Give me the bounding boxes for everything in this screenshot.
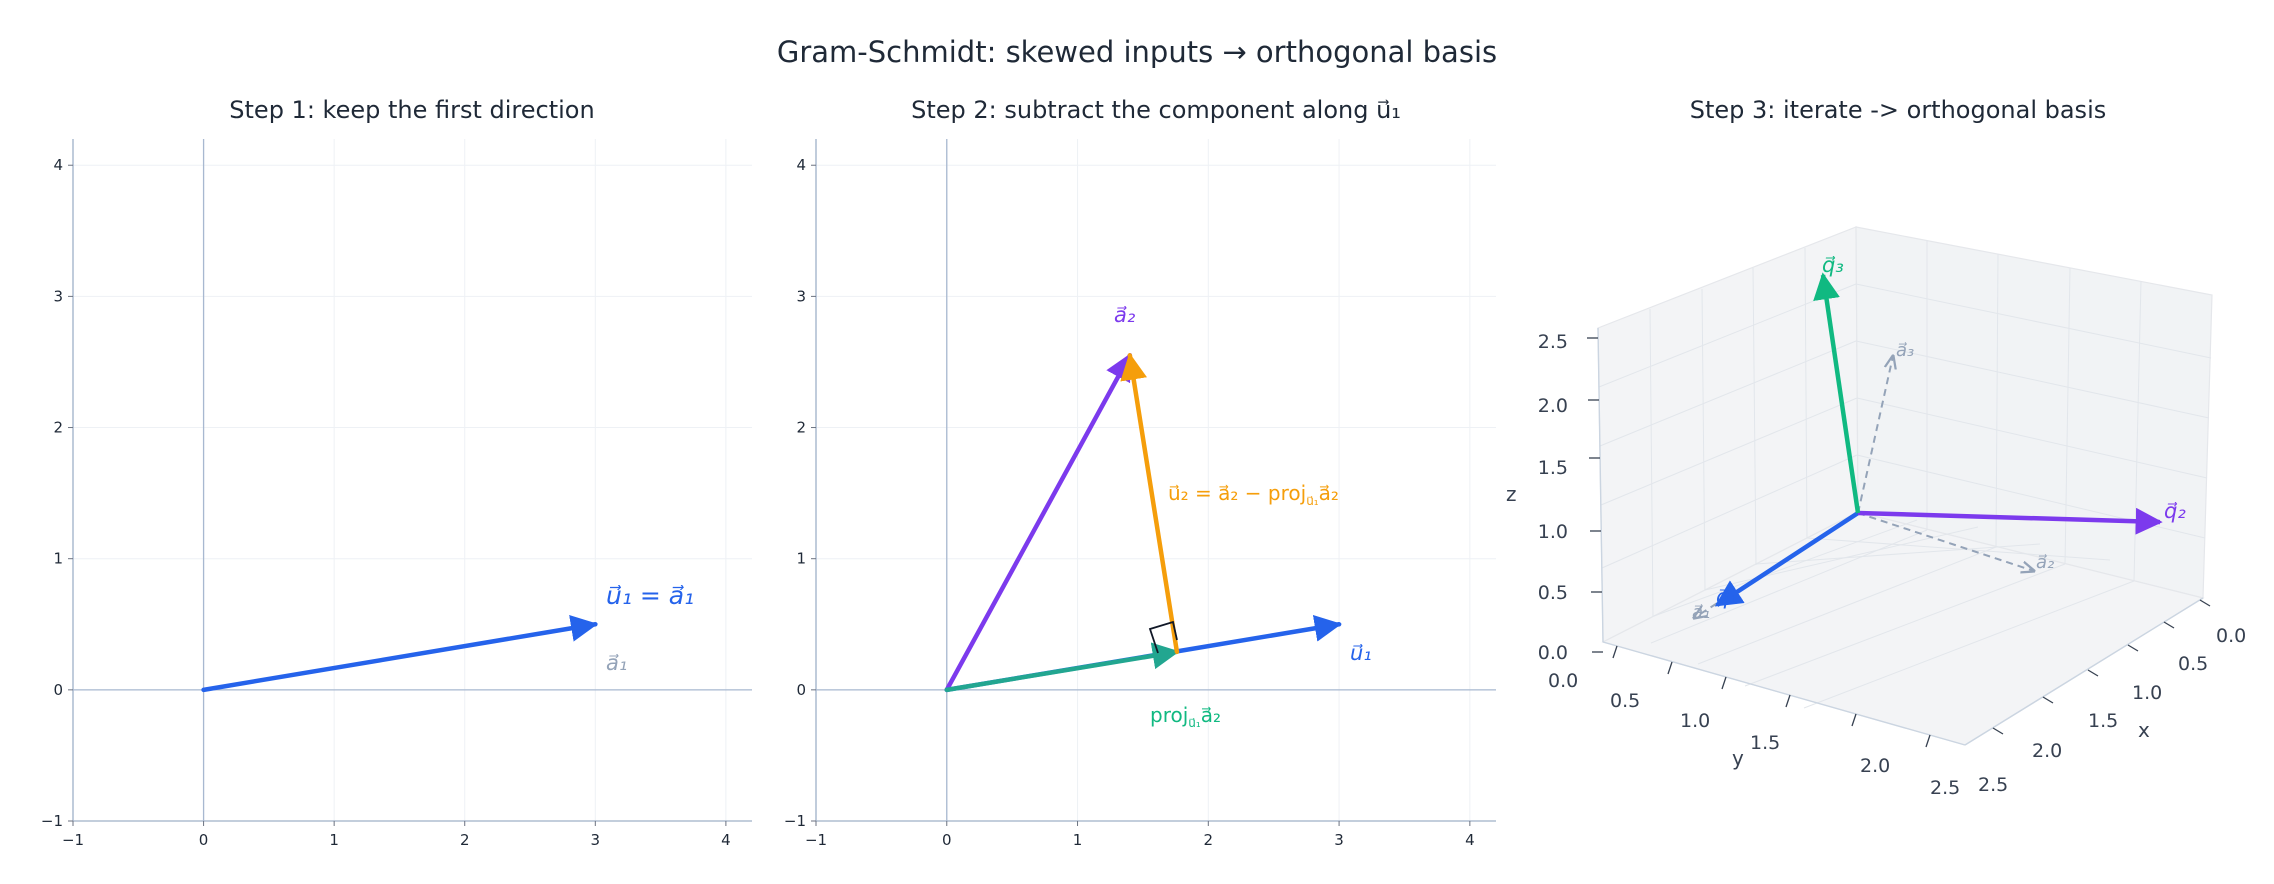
x-tick-label: 2.5 — [1978, 774, 2008, 796]
label-a1-3d: a⃗₁ — [1692, 602, 1710, 623]
label-a3-3d: a⃗₃ — [1896, 340, 1914, 361]
panel-1-axes — [72, 139, 752, 822]
z-tick-label: 1.5 — [1538, 457, 1568, 479]
z-ticks: 0.0 0.5 1.0 1.5 2.0 2.5 — [1538, 331, 1603, 664]
z-tick-label: 2.5 — [1538, 331, 1568, 353]
figure-title: Gram-Schmidt: skewed inputs → orthogonal… — [777, 35, 1497, 69]
y-tick-label: 1.5 — [1750, 732, 1780, 754]
vector-q2 — [1857, 507, 2163, 535]
panel-1-title: Step 1: keep the first direction — [229, 96, 594, 124]
x-tick-label: 2 — [1204, 831, 1214, 849]
x-tick-label: 0.5 — [2178, 653, 2208, 675]
x-ticks: 0.0 0.5 1.0 1.5 2.0 2.5 — [1978, 599, 2246, 796]
y-tick-label: 0 — [796, 681, 806, 699]
vector-proj — [944, 642, 1180, 693]
panel-3-title: Step 3: iterate -> orthogonal basis — [1690, 96, 2106, 124]
label-q3: q⃗₃ — [1822, 253, 1844, 277]
panel-1-grid — [72, 139, 752, 822]
y-tick-label: 2.0 — [1860, 755, 1890, 777]
vector-a2 — [944, 353, 1133, 693]
panel-step-1: Step 1: keep the first direction −1 0 1 2 3 4… — [41, 96, 752, 849]
x-tick-label: 0.0 — [2216, 625, 2246, 647]
label-a2-3d: a⃗₂ — [2036, 552, 2054, 573]
z-tick-label: 1.0 — [1538, 521, 1568, 543]
y-tick-label: 2 — [53, 419, 63, 437]
x-tick-label: 4 — [721, 831, 731, 849]
y-tick-label: 0 — [53, 681, 63, 699]
x-tick-label: 0 — [199, 831, 209, 849]
y-tick-label: 2.5 — [1930, 777, 1960, 799]
y-tick-label: 2 — [796, 419, 806, 437]
x-tick-label: 2 — [460, 831, 470, 849]
y-tick-label: 4 — [53, 156, 63, 174]
label-proj: proju⃗₁a⃗₂ — [1150, 703, 1221, 730]
x-tick-label: −1 — [805, 831, 827, 849]
z-axis-label: z — [1506, 482, 1517, 506]
y-tick-label: 3 — [53, 287, 63, 305]
x-tick-label: 3 — [591, 831, 601, 849]
panel-2-title: Step 2: subtract the component along u⃗₁ — [911, 96, 1401, 124]
x-tick-label: −1 — [62, 831, 84, 849]
vector-u2 — [1120, 352, 1180, 655]
z-tick-label: 0.0 — [1538, 642, 1568, 664]
vector-a2-dashed — [1857, 512, 2034, 571]
panel-step-3: Step 3: iterate -> orthogonal basis — [1506, 96, 2246, 799]
x-tick-label: 4 — [1465, 831, 1475, 849]
vector-a3-dashed — [1857, 356, 1893, 514]
label-a2: a⃗₂ — [1114, 303, 1136, 327]
x-tick-label: 3 — [1334, 831, 1344, 849]
x-tick-label: 1.5 — [2088, 710, 2118, 732]
panel-2-ticks: −1 0 1 2 3 4 −1 0 1 2 3 4 — [784, 156, 1475, 849]
y-tick-label: 1 — [53, 550, 63, 568]
x-tick-label: 0 — [942, 831, 952, 849]
y-tick-label: 1 — [796, 550, 806, 568]
vector-q1 — [1714, 511, 1860, 607]
y-tick-label: 1.0 — [1680, 710, 1710, 732]
y-tick-label: 4 — [796, 156, 806, 174]
x-tick-label: 1 — [329, 831, 339, 849]
x-tick-label: 1 — [1073, 831, 1083, 849]
axes-3d — [1597, 327, 2204, 746]
y-tick-label: −1 — [784, 812, 806, 830]
y-axis-label: y — [1732, 746, 1744, 770]
label-q1: q⃗₁ — [1716, 585, 1738, 609]
z-tick-label: 2.0 — [1538, 395, 1568, 417]
label-u1-equals-a1: u⃗₁ = a⃗₁ — [606, 581, 694, 610]
y-tick-label: 0.5 — [1610, 690, 1640, 712]
right-angle-marker — [1148, 620, 1178, 654]
y-tick-label: −1 — [41, 812, 63, 830]
label-q2: q⃗₂ — [2164, 499, 2186, 523]
panel-2-vectors — [944, 352, 1342, 693]
x-tick-label: 2.0 — [2032, 740, 2062, 762]
y-tick-label: 3 — [796, 287, 806, 305]
label-u2-formula: u⃗₂ = a⃗₂ − proju⃗₁a⃗₂ — [1168, 481, 1339, 508]
label-a1: a⃗₁ — [606, 651, 627, 675]
y-tick-label: 0.0 — [1548, 670, 1578, 692]
panel-1-ticks: −1 0 1 2 3 4 −1 0 1 2 3 4 — [41, 156, 731, 849]
x-tick-label: 1.0 — [2132, 682, 2162, 704]
vector-q3 — [1813, 272, 1861, 514]
x-axis-label: x — [2138, 718, 2150, 742]
vector-u1 — [201, 614, 598, 693]
label-u1: u⃗₁ — [1350, 641, 1372, 665]
z-tick-label: 0.5 — [1538, 582, 1568, 604]
panel-2-axes — [815, 139, 1496, 822]
panel-step-2: Step 2: subtract the component along u⃗₁… — [784, 96, 1496, 849]
y-ticks: 0.0 0.5 1.0 1.5 2.0 2.5 — [1548, 645, 1960, 799]
grid-3d — [1598, 240, 2212, 709]
panel-1-vectors — [201, 614, 598, 693]
